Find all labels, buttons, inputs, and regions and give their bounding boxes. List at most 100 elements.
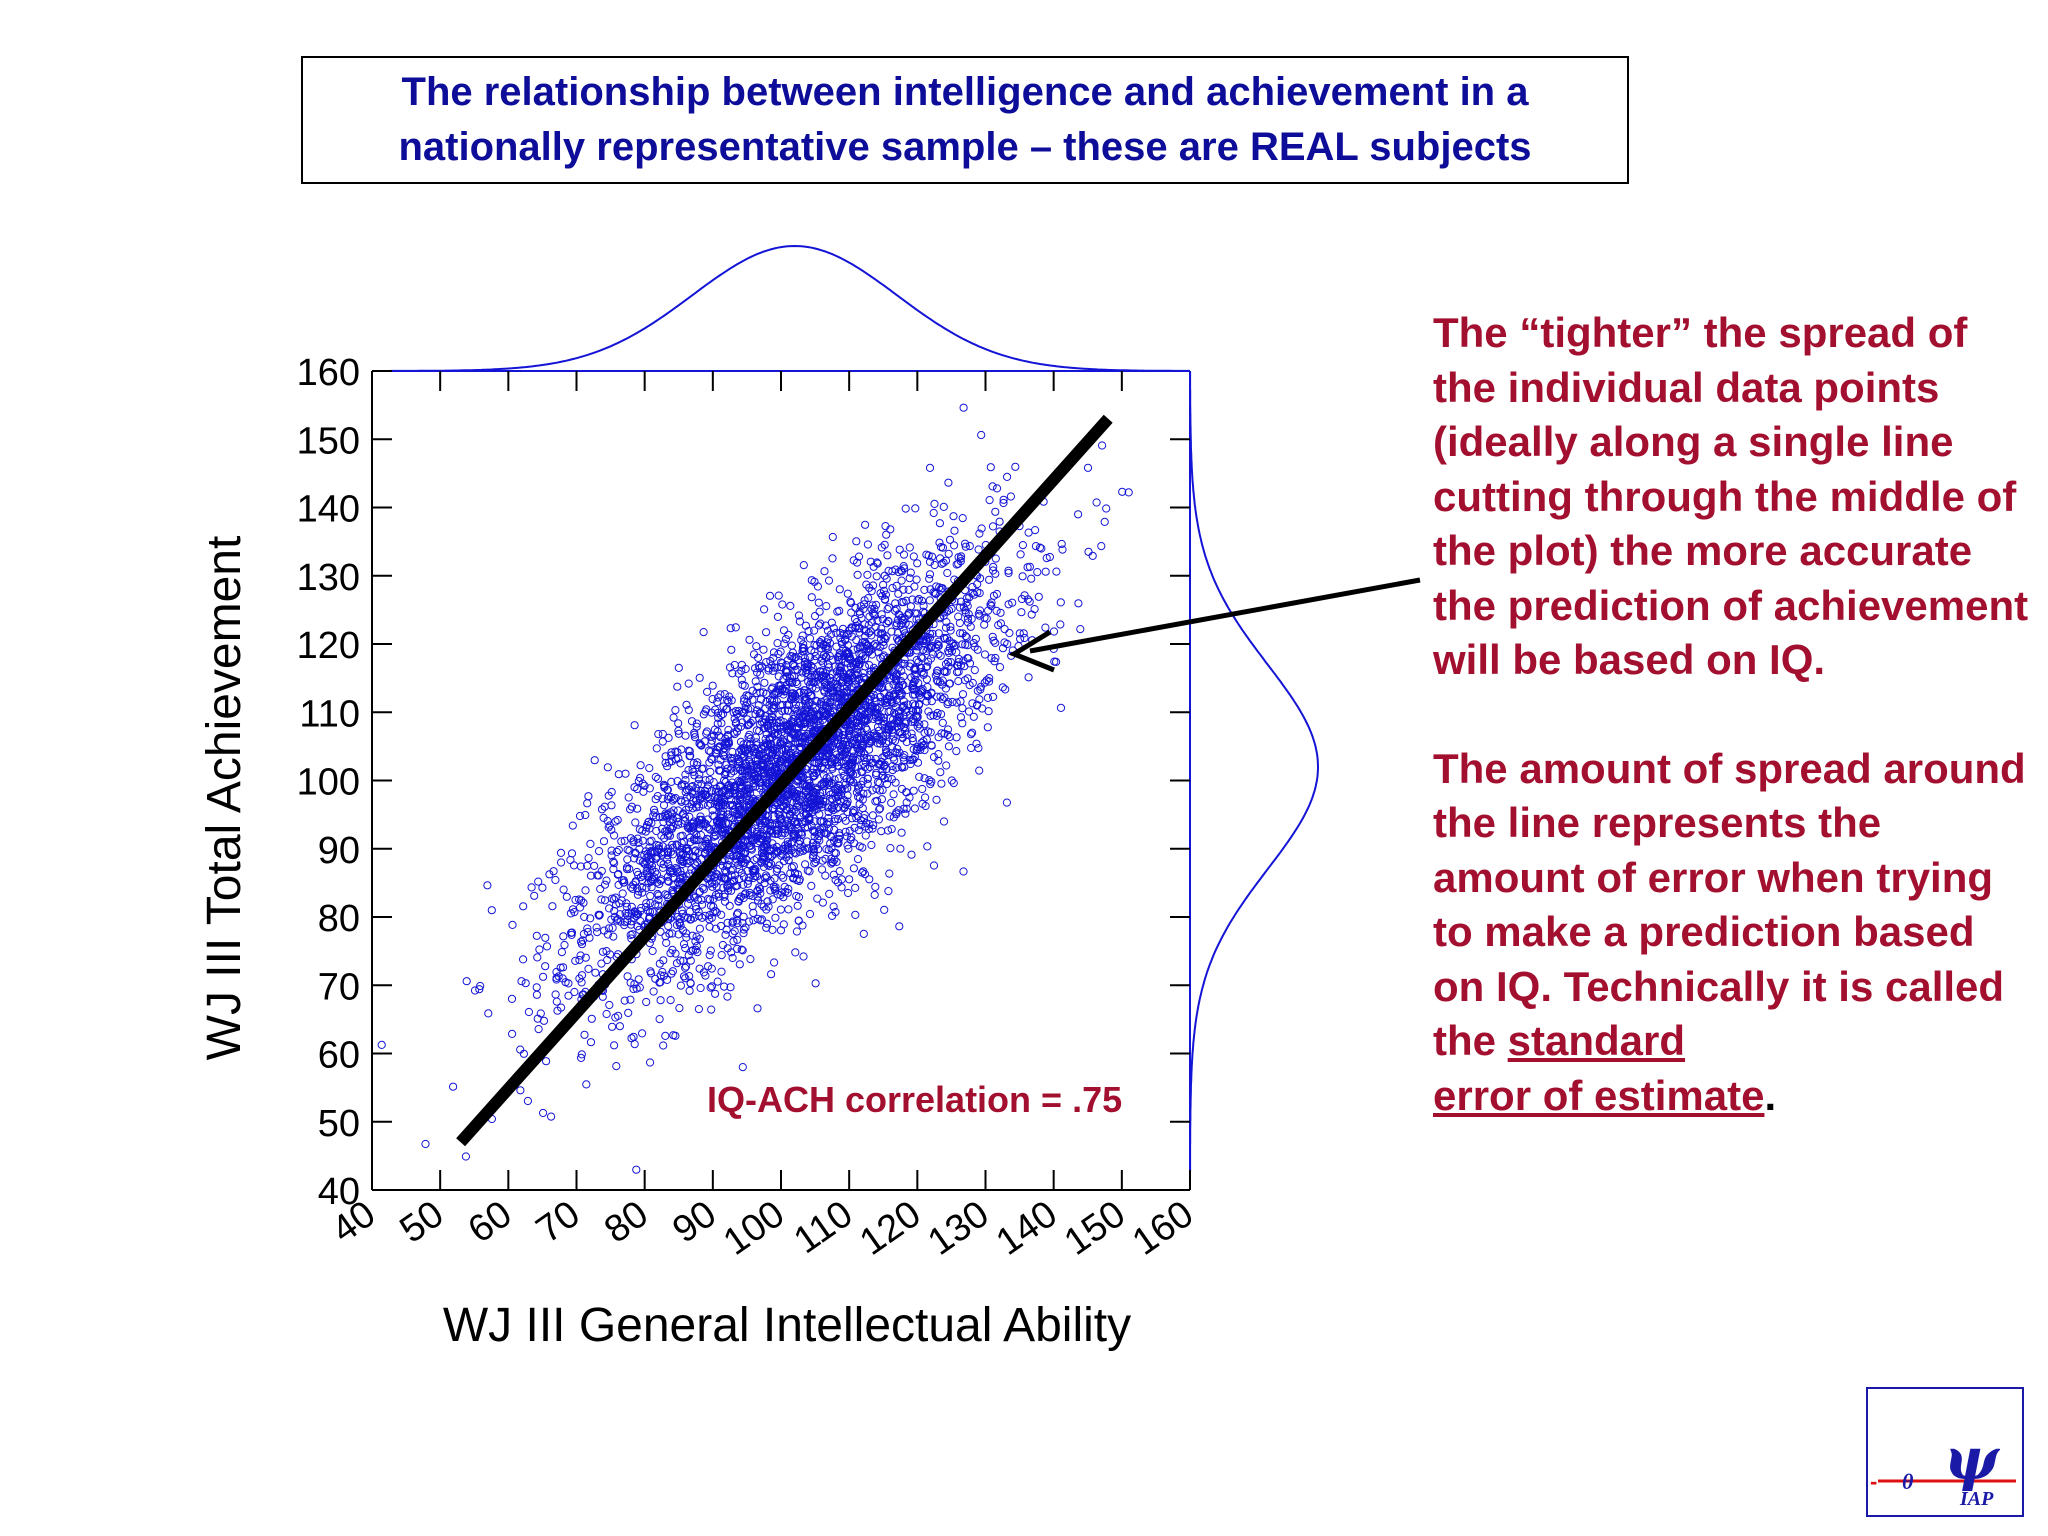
data-point	[872, 642, 881, 651]
data-point	[867, 692, 876, 701]
data-point	[874, 815, 884, 824]
data-point	[863, 733, 872, 742]
data-point	[727, 764, 736, 773]
data-point	[756, 708, 765, 718]
data-point	[623, 917, 632, 926]
data-point	[702, 705, 711, 714]
data-point	[551, 875, 560, 885]
data-point	[734, 669, 743, 678]
data-point	[956, 557, 965, 566]
y-tick-label: 160	[297, 352, 360, 394]
data-point	[664, 922, 673, 931]
data-point	[880, 689, 889, 698]
term-error-of-estimate: error of estimate	[1433, 1071, 1765, 1119]
data-point	[707, 982, 717, 991]
data-point	[680, 913, 689, 922]
data-point	[914, 594, 924, 604]
data-point	[617, 837, 626, 846]
data-point	[695, 673, 704, 682]
data-point	[804, 626, 813, 636]
data-point	[747, 765, 756, 775]
data-point	[815, 607, 824, 616]
data-point	[723, 810, 732, 819]
data-point	[892, 763, 901, 772]
data-point	[942, 761, 951, 770]
data-point	[1124, 488, 1133, 497]
data-point	[1037, 544, 1046, 553]
data-point	[692, 719, 702, 728]
data-point	[1016, 550, 1025, 559]
data-point	[838, 624, 848, 633]
data-point	[716, 755, 725, 764]
data-point	[605, 821, 614, 830]
data-point	[639, 871, 648, 880]
data-point	[771, 688, 780, 697]
data-point	[524, 1007, 534, 1017]
data-point	[688, 931, 697, 940]
data-point	[809, 803, 819, 812]
data-point	[880, 905, 889, 915]
data-point	[878, 591, 887, 601]
data-point	[826, 673, 835, 683]
data-point	[751, 776, 760, 785]
data-point	[944, 657, 953, 667]
data-point	[744, 767, 753, 776]
data-point	[812, 721, 821, 730]
data-point	[763, 780, 773, 789]
data-point	[821, 669, 830, 678]
data-point	[591, 968, 600, 977]
data-point	[850, 739, 860, 749]
data-point	[779, 857, 789, 866]
data-point	[801, 791, 810, 800]
data-point	[766, 859, 776, 869]
data-point	[695, 935, 705, 944]
data-point	[787, 694, 796, 704]
data-point	[695, 739, 704, 748]
data-point	[828, 554, 837, 563]
data-point	[714, 760, 723, 769]
data-point	[937, 584, 946, 593]
data-point	[771, 913, 780, 922]
data-point	[825, 818, 834, 827]
data-point	[769, 804, 778, 813]
data-point	[665, 868, 675, 877]
data-point	[991, 507, 1000, 516]
data-point	[967, 614, 976, 624]
data-point	[821, 621, 830, 630]
data-point	[991, 653, 1000, 663]
data-point	[684, 746, 693, 755]
data-point	[789, 873, 798, 882]
data-point	[674, 820, 683, 829]
data-point	[897, 762, 906, 771]
data-point	[843, 807, 852, 817]
data-point	[973, 580, 982, 589]
data-point	[952, 698, 961, 707]
data-point	[798, 668, 807, 677]
data-point	[758, 816, 767, 825]
data-point	[612, 1062, 621, 1071]
data-point	[764, 740, 773, 749]
data-point	[598, 992, 607, 1001]
data-point	[646, 866, 655, 875]
data-point	[701, 791, 710, 800]
data-point	[577, 971, 587, 980]
data-point	[685, 822, 695, 831]
data-point	[888, 583, 897, 593]
data-point	[1084, 547, 1093, 556]
data-point	[845, 725, 854, 734]
data-point	[741, 664, 750, 674]
data-point	[915, 720, 924, 729]
data-point	[716, 733, 725, 742]
data-point	[651, 900, 660, 909]
data-point	[923, 842, 932, 851]
data-point	[946, 622, 955, 631]
data-point	[713, 697, 722, 707]
data-point	[723, 883, 733, 893]
data-point	[963, 674, 972, 683]
data-point	[739, 912, 748, 921]
data-point	[892, 621, 901, 630]
data-point	[663, 891, 672, 900]
data-point	[699, 628, 708, 637]
data-point	[948, 697, 957, 707]
data-point	[961, 608, 970, 618]
